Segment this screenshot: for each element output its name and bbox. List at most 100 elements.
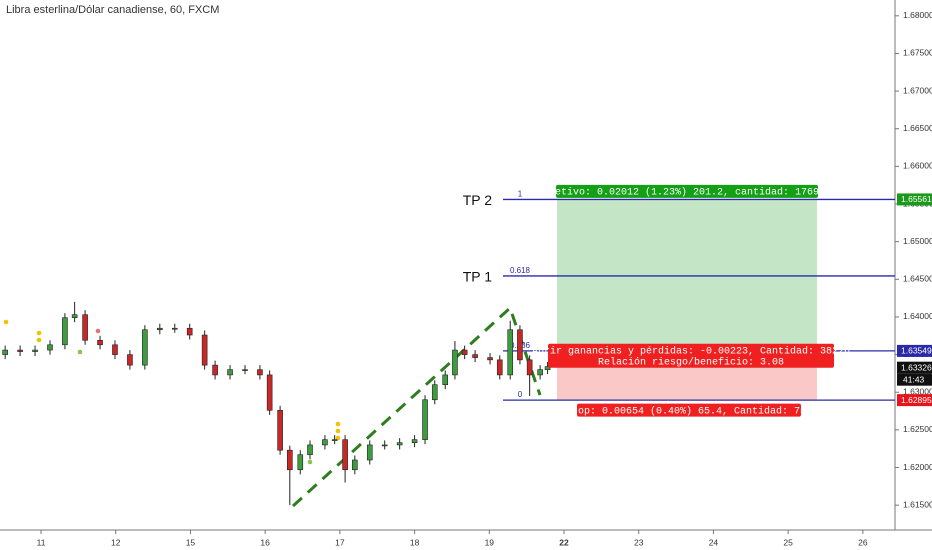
candle-body — [507, 329, 514, 376]
y-tick-label: 1.64500 — [903, 274, 932, 284]
candle-body — [342, 439, 348, 471]
fib-level-label: 0 — [518, 390, 523, 399]
candle-body — [537, 369, 543, 376]
y-tick-label: 1.61500 — [903, 499, 932, 509]
y-tick-label: 1.63000 — [903, 386, 932, 396]
candle-body — [526, 359, 533, 376]
candle-body — [2, 349, 8, 355]
candle-body — [422, 399, 428, 440]
candle-body — [227, 369, 233, 376]
candle-body — [396, 442, 403, 446]
dot — [335, 428, 341, 434]
x-tick-label: 24 — [709, 537, 719, 547]
candle-body — [297, 454, 304, 471]
candle-body — [97, 339, 103, 346]
candle-body — [322, 439, 328, 446]
indicator-dots — [3, 319, 341, 465]
pnl-label: Abrir ganancias y pérdidas: -0.00223, Ca… — [532, 345, 850, 357]
x-tick-label: 18 — [410, 537, 420, 547]
y-tick-label: 1.66500 — [903, 123, 932, 133]
dot — [36, 330, 42, 336]
candle-body — [142, 329, 148, 366]
price-tag-bg — [897, 394, 932, 407]
price-tag-bg — [897, 193, 932, 206]
fib-level-label: 1 — [518, 190, 523, 199]
candle-body — [461, 349, 468, 355]
candle-body — [171, 327, 178, 330]
y-tick-label: 1.62000 — [903, 462, 932, 472]
x-tick-label: 12 — [111, 537, 121, 547]
target-zone — [557, 199, 817, 368]
stop-label-bg — [577, 403, 801, 417]
x-tick-label: 26 — [858, 537, 868, 547]
ratio-label: Relación riesgo/beneficio: 3.08 — [598, 356, 784, 368]
y-tick-label: 1.67000 — [903, 85, 932, 95]
candle-body — [431, 384, 438, 401]
dot — [335, 421, 341, 427]
candle-body — [452, 349, 458, 376]
y-tick-label: 1.65000 — [903, 236, 932, 246]
countdown: 41:43 — [903, 374, 925, 384]
candle-body — [62, 317, 68, 346]
candle-body — [257, 369, 263, 376]
y-tick-label: 1.66000 — [903, 161, 932, 171]
x-tick-label: 11 — [37, 537, 46, 547]
candle-body — [242, 369, 248, 371]
countdown-bg — [897, 373, 932, 386]
stop-label: Stop: 0.00654 (0.40%) 65.4, Cantidad: 75… — [566, 405, 812, 417]
x-tick-label: 23 — [634, 537, 644, 547]
candle-body — [71, 314, 78, 318]
candle-body — [157, 327, 163, 331]
candle-body — [112, 344, 118, 355]
candle-body — [331, 439, 338, 441]
candle-body — [82, 314, 88, 341]
dot — [307, 459, 313, 465]
candle-body — [127, 354, 133, 366]
x-tick-label: 16 — [260, 537, 270, 547]
candle-body — [307, 444, 313, 456]
dot — [335, 435, 341, 441]
candle-body — [47, 344, 53, 351]
pnl-label-bg — [548, 343, 834, 368]
price-tag: 1.63326 — [901, 362, 932, 372]
price-tag: 1.63549 — [901, 346, 932, 356]
candle-body — [17, 349, 23, 352]
candle-body — [487, 357, 493, 361]
x-tick-label: 15 — [186, 537, 196, 547]
candle-body — [381, 444, 388, 447]
stop-zone — [557, 367, 817, 401]
candle-body — [186, 327, 193, 336]
candle-body — [352, 459, 358, 471]
dot — [3, 319, 9, 325]
price-tag-bg — [897, 344, 932, 357]
x-tick-label: 22 — [559, 537, 569, 547]
dot — [95, 328, 101, 334]
candle-body — [266, 374, 273, 411]
y-tick-label: 1.67500 — [903, 48, 932, 58]
x-tick-label: 17 — [335, 537, 345, 547]
candle-body — [517, 329, 523, 361]
candle-body — [496, 359, 503, 376]
candle-body — [277, 409, 283, 451]
candle-body — [201, 334, 208, 366]
x-tick-label: 19 — [485, 537, 495, 547]
candle-body — [544, 366, 551, 370]
dot — [77, 349, 83, 355]
x-tick-label: 25 — [783, 537, 793, 547]
candle-body — [287, 449, 293, 471]
price-tag: 1.62895 — [901, 395, 932, 405]
price-tag: 1.65561 — [901, 194, 932, 204]
fib-level-label: 0.618 — [510, 266, 531, 275]
candle-body — [212, 364, 218, 376]
y-tick-label: 1.68000 — [903, 10, 932, 20]
candle-body — [366, 444, 373, 461]
candle-body — [32, 349, 38, 352]
tp-label: TP 2 — [463, 192, 493, 208]
dot — [36, 337, 42, 343]
tp-label: TP 1 — [463, 269, 493, 285]
price-tag-bg — [897, 361, 932, 374]
target-label-bg — [556, 184, 818, 198]
candle-body — [442, 374, 449, 386]
chart-title: Libra esterlina/Dólar canadiense, 60, FX… — [6, 4, 219, 16]
